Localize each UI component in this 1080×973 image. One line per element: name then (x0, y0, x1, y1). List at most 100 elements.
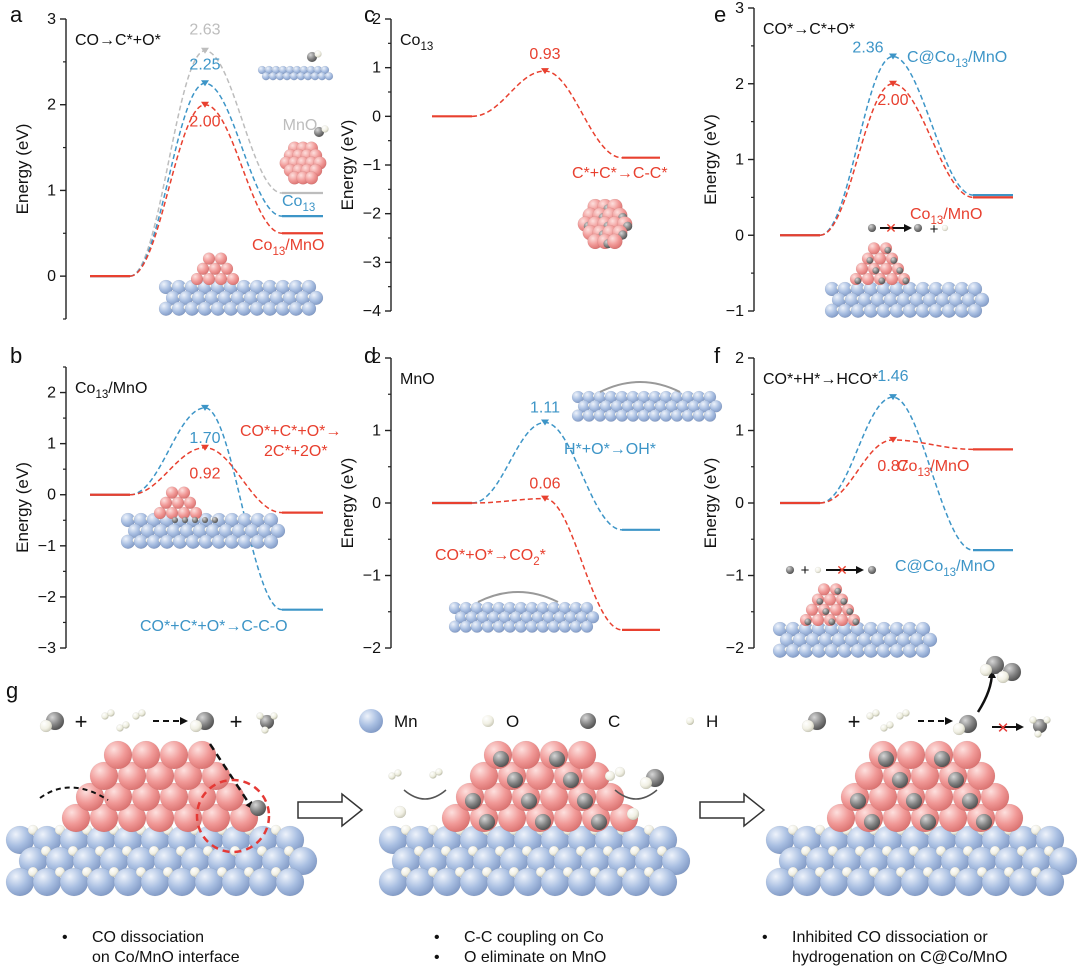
h-atom (902, 709, 910, 717)
co-atom (159, 740, 189, 770)
inset-a-mno-slab (257, 65, 334, 81)
y-tick-label-c: −1 (363, 157, 381, 174)
o-atom (189, 719, 203, 733)
co-atom (855, 262, 869, 276)
mn-atom (967, 303, 983, 318)
mn-atom (301, 301, 317, 316)
scene-1-ch4 (256, 712, 278, 734)
transition-state-marker-f-0 (889, 394, 897, 401)
y-tick-label-e: −1 (726, 303, 744, 320)
y-tick-label-b: 2 (47, 385, 56, 402)
panel-title-b: Co13​/MnO (75, 380, 147, 401)
c-atom (884, 246, 892, 254)
scene-3-ch4 (1029, 716, 1051, 738)
co-atom (171, 496, 185, 510)
c-atom (933, 750, 951, 768)
barrier-label-a-0: 2.63 (189, 22, 220, 39)
y-tick-label-b: −3 (38, 640, 56, 657)
c-atom (849, 792, 867, 810)
co-atom (567, 740, 597, 770)
scene-3-h2 (896, 709, 910, 720)
mn-atom (263, 534, 279, 549)
inset-f-pyramid (799, 583, 861, 627)
series-label-f-0: C@Co13​/MnO (895, 558, 995, 579)
h-atom (429, 771, 437, 779)
transition-state-marker-f-1 (889, 436, 897, 443)
barrier-label-c-0: 0.93 (529, 46, 560, 63)
inset-b-slab (120, 512, 286, 549)
co-atom (829, 603, 843, 617)
c-atom (872, 267, 880, 275)
y-tick-label-a: 3 (47, 11, 56, 28)
mn-atom (324, 71, 334, 81)
scene-3-slab (765, 824, 1078, 897)
y-tick-label-d: −1 (363, 568, 381, 585)
mn-atom (301, 279, 317, 295)
co-atom (885, 272, 899, 286)
transition-state-marker-a-0 (201, 47, 209, 54)
co-atom (896, 740, 926, 770)
h-atom (1034, 730, 1042, 738)
panel-c: c −4 −3 −2 −1 0 1 2 Energy (eV) Co13​ 0.93 C*+C*→C-… (338, 2, 668, 320)
o-atom (314, 50, 322, 58)
c-atom (249, 799, 267, 817)
h-atom (866, 712, 874, 720)
c-atom (804, 618, 812, 626)
caption-1: • CO dissociation on Co/MnO interface (62, 929, 240, 966)
series-label-c-0: C*+C*→C-C* (572, 165, 668, 182)
y-axis-title-c: Energy (eV) (338, 120, 357, 211)
co-atom (994, 803, 1024, 833)
c-atom (919, 813, 937, 831)
y-tick-label-d: 2 (372, 350, 381, 367)
inset-a-co-on-cluster (313, 125, 329, 138)
c-atom (913, 223, 923, 233)
y-tick-label-a: 0 (47, 268, 56, 285)
mn-atom (703, 409, 717, 422)
y-tick-label-b: 1 (47, 436, 56, 453)
y-tick-label-c: 2 (372, 11, 381, 28)
co-atom (867, 242, 881, 255)
mn-atom (1048, 846, 1078, 876)
c-atom (534, 813, 552, 831)
mn-atom (709, 400, 723, 413)
y-axis-title-d: Energy (eV) (338, 458, 357, 549)
y-tick-label-c: −3 (363, 254, 381, 271)
caption-2: • C-C coupling on Co • O eliminate on MnO (434, 929, 607, 966)
scene-1-c-product (189, 711, 215, 733)
scene-1-slab (5, 824, 318, 897)
co-atom (966, 761, 996, 791)
scene-2-h2 (429, 768, 443, 779)
co-atom (202, 252, 216, 265)
barrier-label-d-1: 0.06 (529, 476, 560, 493)
mn-atom (661, 846, 691, 876)
scene-2-h2 (388, 769, 402, 780)
c-atom (867, 223, 877, 233)
series-label-f-1: Co13​/MnO (897, 458, 969, 479)
h-atom (886, 721, 894, 729)
scene-3-c2 (979, 655, 1005, 677)
mn-atom (1035, 867, 1065, 897)
y-tick-label-d: 0 (372, 495, 381, 512)
panel-d: d −2 −1 0 1 2 Energy (eV) MnO 1.11 0.06 H*+O*→OH* C… (338, 343, 660, 657)
co-atom (817, 583, 831, 596)
y-tick-label-a: 1 (47, 182, 56, 199)
h-legend-atom (686, 717, 694, 725)
panel-b: b −3 −2 −1 0 1 2 Energy (eV) Co13​/MnO 1.70 0.92 CO… (10, 343, 341, 657)
atom-legend: Mn O C H (359, 709, 718, 733)
o-atom (639, 776, 653, 790)
h-atom (261, 726, 269, 734)
scene-1-h2 (132, 709, 146, 720)
series-label-a-1: Co13​ (282, 193, 315, 214)
h-atom (270, 712, 278, 720)
h-atom (101, 712, 109, 720)
co-atom (159, 496, 173, 510)
co-atom (304, 171, 319, 185)
scene-1-co (39, 711, 65, 733)
inset-e-slab (824, 281, 990, 318)
o-atom (801, 719, 815, 733)
hollow-arrow-right-2 (699, 792, 766, 828)
panel-letter-b: b (10, 343, 22, 368)
mn-atom (308, 290, 324, 306)
o-atom (39, 719, 53, 733)
c-atom (975, 813, 993, 831)
